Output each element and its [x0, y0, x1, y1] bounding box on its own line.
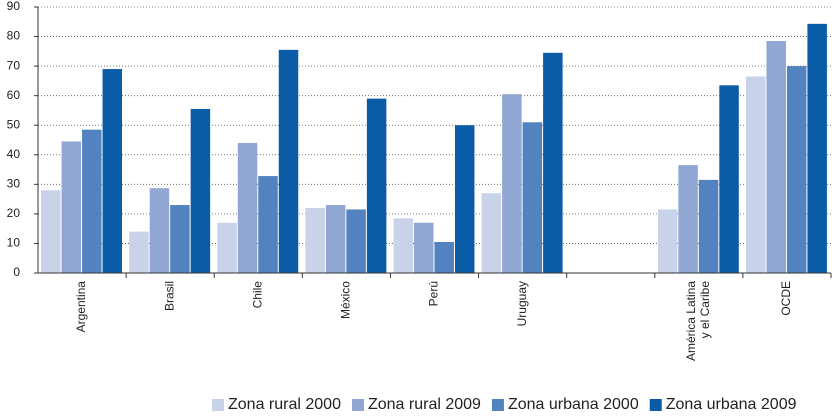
x-tick-label: Brasil: [162, 281, 176, 311]
bar: [258, 176, 278, 273]
bar: [807, 23, 827, 274]
bar: [522, 122, 543, 274]
y-tick-label: 80: [7, 29, 21, 43]
bar: [278, 49, 299, 273]
bar: [502, 94, 522, 273]
legend-swatch: [351, 399, 364, 411]
bar: [41, 190, 61, 273]
bar: [786, 66, 807, 273]
legend-swatch: [649, 399, 662, 411]
bar: [61, 141, 82, 273]
bar: [129, 231, 149, 273]
legend-label: Zona urbana 2000: [508, 396, 639, 413]
y-tick-label: 30: [7, 177, 21, 191]
y-tick-label: 50: [7, 117, 21, 131]
y-tick-label: 0: [13, 265, 20, 279]
bar: [393, 218, 414, 273]
bar: [434, 241, 454, 273]
y-tick-label: 20: [7, 206, 21, 220]
x-tick-label: América Latinay el Caribe: [684, 281, 712, 361]
bar: [237, 142, 258, 273]
legend-swatch: [212, 399, 224, 411]
x-tick-label: Uruguay: [515, 281, 529, 326]
bar: [82, 129, 102, 273]
legend: Zona rural 2000 Zona rural 2009 Zona urban…: [212, 396, 797, 413]
bar: [346, 209, 366, 273]
bar: [698, 179, 719, 273]
bar: [657, 209, 678, 273]
legend-label: Zona rural 2009: [368, 396, 481, 413]
bar: [325, 205, 346, 273]
bar: [454, 125, 475, 273]
x-tick-label: México: [339, 281, 353, 319]
bar: [190, 108, 211, 273]
bar: [678, 165, 698, 273]
bar: [414, 222, 434, 273]
bar: [149, 188, 170, 273]
y-tick-label: 10: [7, 236, 21, 250]
legend-label: Zona rural 2000: [228, 396, 341, 413]
bar: [366, 98, 387, 273]
bar: [170, 205, 190, 273]
y-tick-label: 70: [7, 58, 21, 72]
bar: [766, 40, 786, 273]
bar: [305, 207, 325, 273]
bar: [745, 76, 766, 273]
legend-swatch: [491, 399, 504, 411]
x-tick-label: Argentina: [74, 281, 88, 333]
x-tick-label: Perú: [427, 281, 441, 306]
bar: [719, 85, 739, 273]
x-tick-label: Chile: [250, 281, 264, 309]
y-tick-label: 90: [7, 0, 21, 13]
y-tick-label: 40: [7, 147, 21, 161]
bar: [481, 193, 502, 273]
bar: [102, 69, 123, 273]
legend-label: Zona urbana 2009: [666, 396, 797, 413]
y-tick-label: 60: [7, 88, 21, 102]
bar: [217, 222, 237, 273]
x-tick-label: OCDE: [779, 281, 793, 316]
bar: [543, 52, 563, 273]
